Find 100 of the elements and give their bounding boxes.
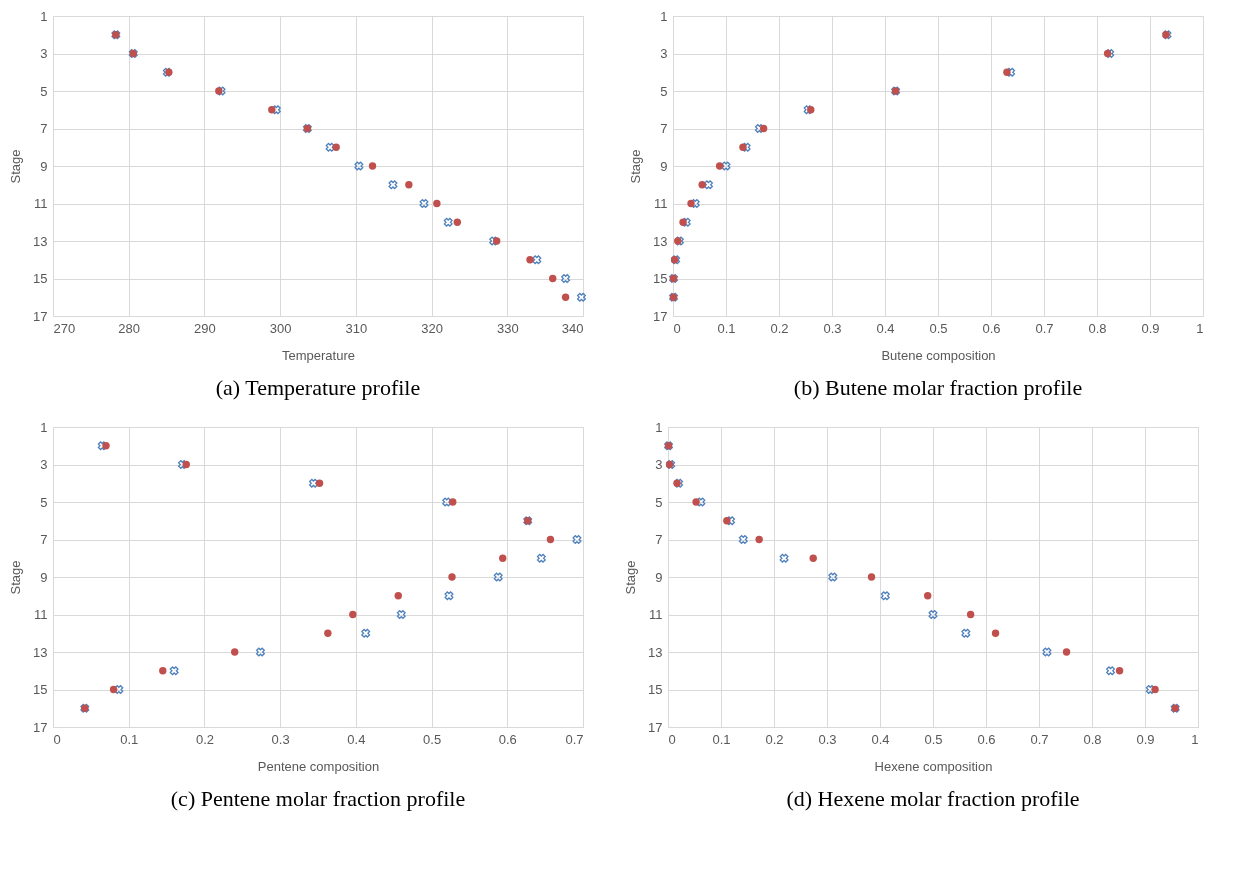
point [1042, 647, 1052, 657]
y-tick-label: 3 [40, 46, 48, 61]
y-tick-label: 15 [33, 682, 48, 697]
y-tick-label: 15 [653, 271, 668, 286]
x-tick-label: 1 [1191, 731, 1199, 747]
x-tick-label: 0.1 [717, 320, 736, 336]
y-tick-label: 17 [653, 308, 668, 324]
point [698, 181, 706, 189]
x-tick-label: 0.2 [195, 731, 214, 747]
x-tick-label: 320 [421, 320, 443, 336]
x-axis-title: Hexene composition [874, 758, 993, 774]
point [721, 161, 731, 171]
x-tick-label: 0.4 [876, 320, 895, 336]
point [739, 143, 747, 151]
point [1003, 68, 1011, 76]
y-tick-label: 1 [655, 419, 663, 435]
point [880, 591, 890, 601]
x-tick-label: 0 [53, 731, 61, 747]
y-tick-label: 11 [649, 607, 663, 622]
y-tick-label: 5 [40, 494, 48, 510]
point [928, 610, 938, 619]
x-tick-label: 340 [561, 320, 584, 336]
y-tick-label: 17 [648, 719, 663, 735]
point [442, 497, 452, 507]
point [923, 592, 932, 600]
point [159, 667, 167, 675]
point [687, 199, 695, 208]
point [759, 124, 768, 133]
x-axis-title: Butene composition [881, 347, 996, 363]
point [754, 124, 764, 133]
y-tick-label: 1 [40, 419, 48, 435]
text: (b) Butene molar fraction profile [793, 375, 1083, 400]
point [1106, 666, 1116, 676]
y-tick-label: 13 [648, 644, 663, 660]
point [966, 610, 975, 619]
x-tick-label: 0.5 [423, 731, 442, 747]
point [349, 610, 357, 619]
x-tick-label: 0.5 [924, 731, 943, 747]
point [755, 535, 763, 544]
x-tick-label: 0.5 [929, 320, 948, 336]
y-tick-label: 13 [653, 233, 668, 249]
x-tick-label: 0.3 [818, 731, 837, 747]
y-tick-label: 9 [655, 569, 663, 585]
x-tick-label: 290 [194, 320, 216, 336]
point [182, 460, 190, 469]
x-tick-label: 280 [118, 320, 141, 336]
y-tick-label: 9 [40, 158, 48, 174]
point [493, 572, 503, 582]
y-tick-label: 17 [33, 308, 48, 324]
y-tick-label: 9 [660, 158, 668, 174]
point [1151, 685, 1159, 694]
point [324, 629, 332, 637]
point [1115, 667, 1124, 675]
x-tick-label: 270 [53, 320, 76, 336]
point [991, 629, 1000, 637]
point [961, 628, 971, 638]
y-tick-label: 7 [40, 532, 48, 547]
point [1145, 685, 1155, 694]
x-axis-title: Pentene composition [257, 758, 380, 774]
x-tick-label: 0.9 [1136, 731, 1155, 747]
point [102, 442, 110, 450]
point [308, 478, 318, 488]
point [546, 535, 555, 544]
x-tick-label: 0.1 [712, 731, 731, 747]
point [807, 106, 815, 114]
text: (d) Hexene molar fraction profile [786, 786, 1080, 811]
point [738, 535, 748, 544]
point [231, 648, 239, 656]
x-tick-label: 0.3 [823, 320, 842, 336]
y-tick-label: 3 [655, 457, 663, 472]
point [109, 685, 118, 694]
y-tick-label: 17 [33, 719, 48, 735]
y-tick-label: 15 [648, 682, 663, 697]
y-tick-label: 3 [40, 457, 48, 472]
point [396, 610, 406, 619]
x-tick-label: 0.4 [347, 731, 366, 747]
point [715, 162, 724, 170]
point [315, 479, 324, 487]
point [499, 554, 507, 562]
point [169, 666, 179, 676]
y-tick-label: 11 [654, 196, 668, 211]
point [704, 180, 713, 190]
y-tick-label: 5 [660, 83, 668, 99]
y-tick-label: 11 [34, 196, 48, 211]
point [361, 628, 371, 638]
x-tick-label: 0.6 [977, 731, 996, 747]
point [1062, 648, 1071, 656]
y-tick-label: 13 [33, 233, 48, 249]
point [394, 592, 402, 600]
point [449, 498, 457, 506]
x-tick-label: 0.9 [1141, 320, 1160, 336]
point [536, 553, 546, 563]
x-tick-label: 0.6 [982, 320, 1001, 336]
x-tick-label: 0.7 [1035, 320, 1054, 336]
point [97, 441, 107, 451]
point [867, 573, 876, 581]
point [692, 498, 700, 506]
x-tick-label: 300 [269, 320, 292, 336]
point [723, 517, 731, 525]
point [114, 685, 124, 694]
